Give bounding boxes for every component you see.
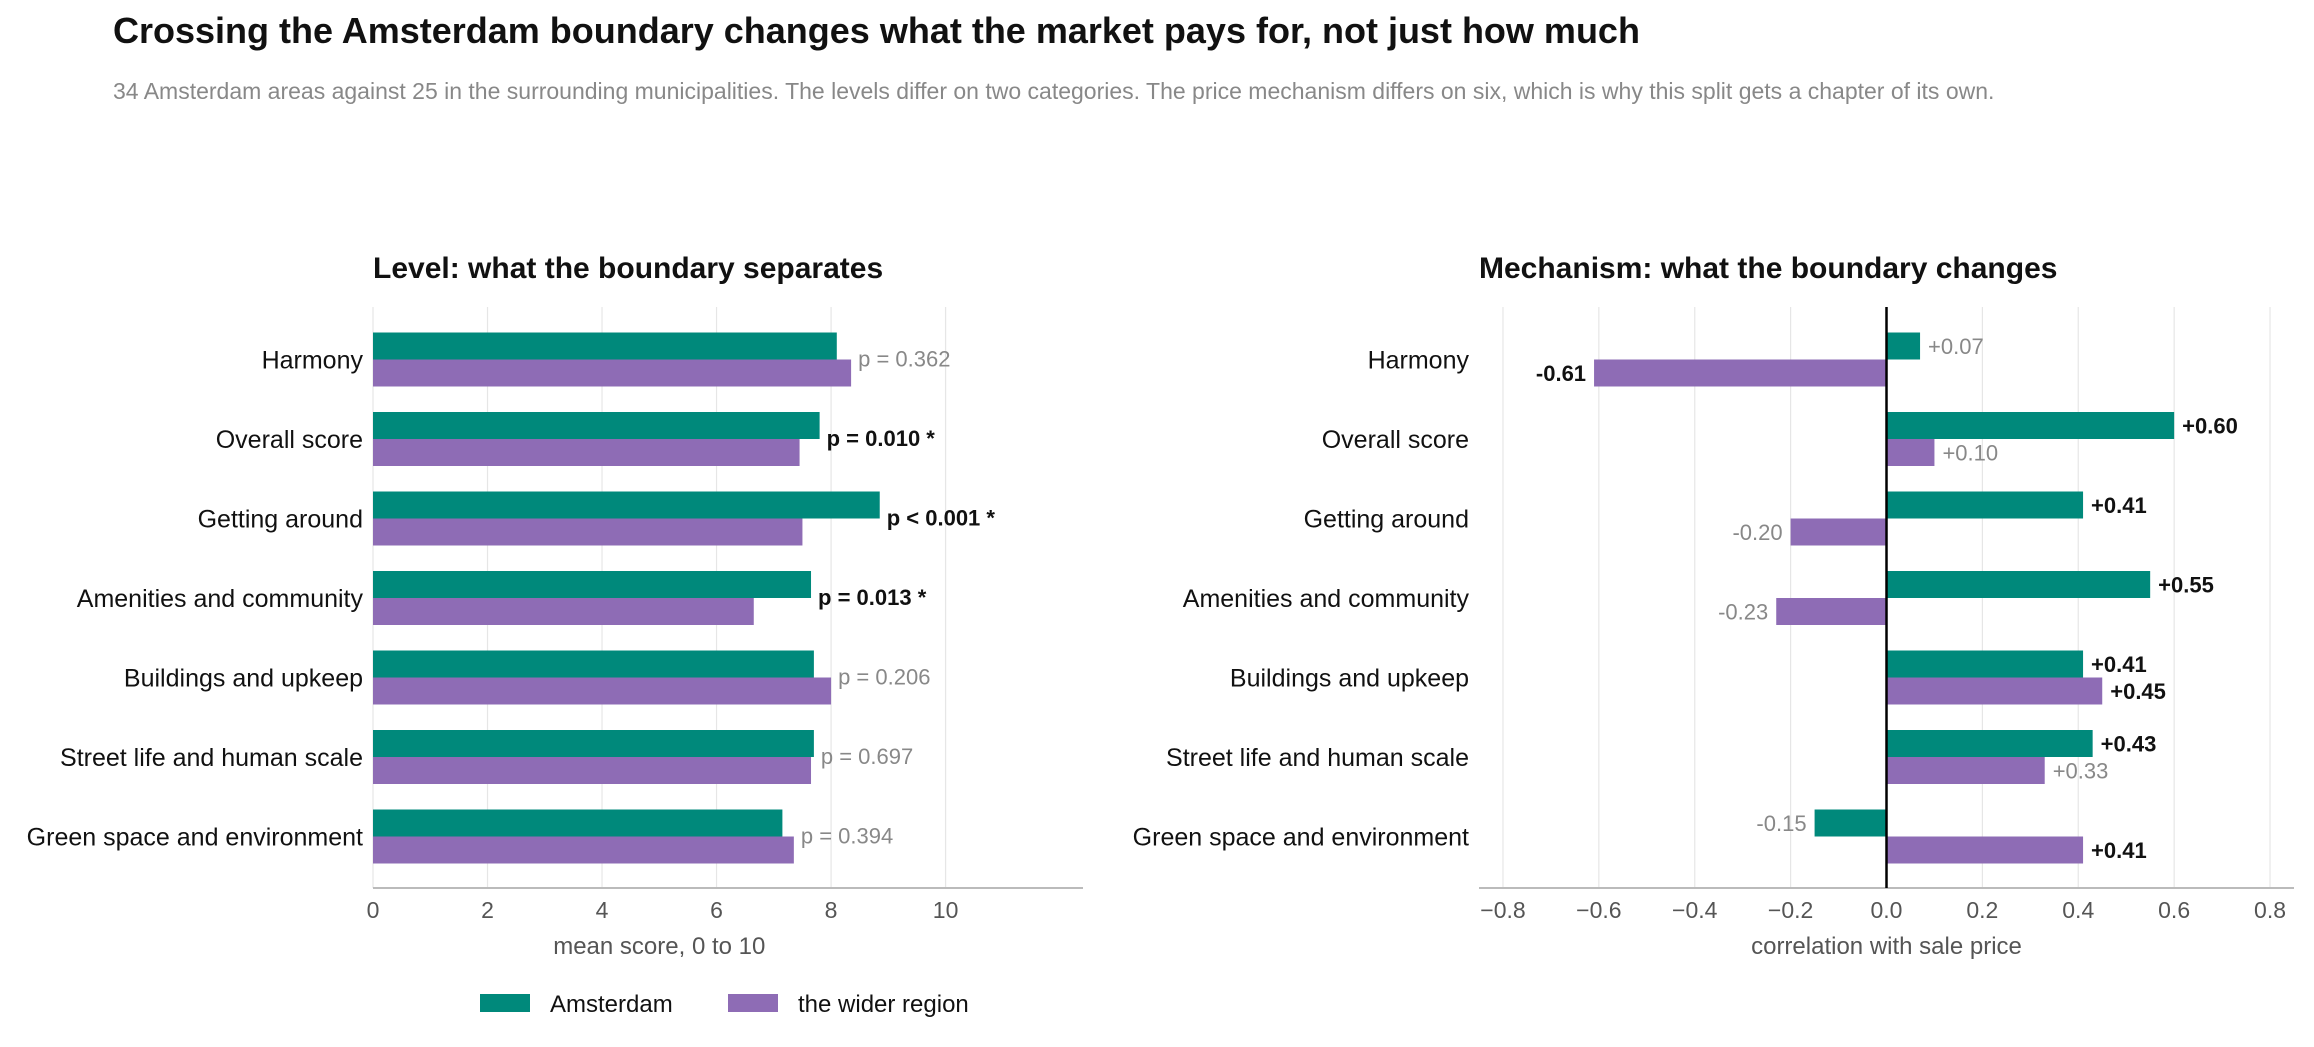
category-label: Getting around (1304, 506, 1469, 534)
bar-amsterdam (1886, 730, 2093, 757)
bar-amsterdam (1886, 491, 2084, 519)
category-label: Green space and environment (27, 824, 363, 852)
x-axis-label: correlation with sale price (1751, 933, 2022, 960)
bar-amsterdam (373, 571, 812, 598)
category-label: Amenities and community (1183, 585, 1470, 613)
bar-amsterdam (1886, 571, 2151, 598)
bar-region (373, 359, 852, 387)
bar-region (1776, 598, 1887, 625)
value-label-amsterdam: +0.43 (2101, 732, 2157, 757)
value-label-region: +0.41 (2091, 838, 2147, 863)
p-value-label: p < 0.001 * (887, 506, 996, 531)
bar-amsterdam (373, 730, 814, 757)
x-axis-label: mean score, 0 to 10 (553, 933, 765, 960)
value-label-amsterdam: +0.41 (2091, 652, 2147, 677)
value-label-region: -0.23 (1718, 600, 1768, 625)
value-label-region: -0.61 (1536, 361, 1586, 386)
bar-amsterdam (373, 809, 783, 837)
x-tick-label: 0.4 (2062, 897, 2094, 923)
legend: Amsterdam the wider region (480, 991, 969, 1018)
value-label-amsterdam: +0.55 (2158, 573, 2214, 598)
value-label-amsterdam: +0.41 (2091, 493, 2147, 518)
bar-region (373, 757, 812, 784)
x-tick-label: 0 (367, 897, 380, 923)
value-label-amsterdam: +0.60 (2182, 414, 2238, 439)
level-panel: Level: what the boundary separates 0 2 4 6 8 1… (27, 252, 1083, 960)
category-label: Street life and human scale (1166, 744, 1469, 772)
bar-region (1886, 439, 1935, 466)
p-value-label: p = 0.010 * (827, 426, 936, 451)
bar-amsterdam (373, 332, 837, 360)
x-tick-label: 0.0 (1871, 897, 1903, 923)
p-value-label: p = 0.206 (838, 665, 930, 690)
panel-title: Level: what the boundary separates (373, 252, 883, 285)
value-label-region: +0.45 (2110, 679, 2166, 704)
category-label: Harmony (262, 347, 364, 375)
bar-region (1594, 359, 1887, 387)
chart-subtitle: 34 Amsterdam areas against 25 in the sur… (113, 78, 1995, 104)
x-tick-label: 6 (710, 897, 723, 923)
p-value-label: p = 0.394 (801, 824, 893, 849)
legend-label-amsterdam: Amsterdam (550, 991, 673, 1018)
category-label: Buildings and upkeep (1230, 665, 1469, 693)
category-label: Overall score (216, 426, 363, 454)
category-label: Amenities and community (77, 585, 364, 613)
bar-region (1790, 518, 1887, 546)
value-label-region: -0.20 (1732, 520, 1782, 545)
bar-region (373, 677, 832, 705)
category-label: Getting around (198, 506, 363, 534)
bar-amsterdam (1886, 332, 1921, 360)
mechanism-panel: Mechanism: what the boundary changes −0.8… (1133, 252, 2294, 960)
category-label: Overall score (1322, 426, 1469, 454)
category-label: Harmony (1368, 347, 1470, 375)
bar-region (1886, 836, 2084, 864)
x-tick-label: 8 (825, 897, 838, 923)
bar-region (373, 518, 803, 546)
p-value-label: p = 0.013 * (818, 585, 927, 610)
bar-region (1886, 757, 2045, 784)
x-tick-label: 4 (596, 897, 609, 923)
x-tick-label: 2 (481, 897, 494, 923)
x-tick-label: −0.2 (1768, 897, 1813, 923)
p-value-label: p = 0.697 (821, 744, 913, 769)
value-label-amsterdam: +0.07 (1928, 334, 1984, 359)
bar-amsterdam (373, 412, 820, 439)
value-label-region: +0.33 (2053, 759, 2109, 784)
bar-region (373, 598, 754, 625)
bar-region (373, 836, 794, 864)
value-label-amsterdam: -0.15 (1756, 811, 1806, 836)
legend-swatch-region (728, 994, 778, 1012)
x-tick-label: −0.4 (1672, 897, 1718, 923)
legend-label-region: the wider region (798, 991, 969, 1018)
category-label: Green space and environment (1133, 824, 1469, 852)
p-value-label: p = 0.362 (858, 347, 950, 372)
chart-title: Crossing the Amsterdam boundary changes … (113, 10, 1640, 51)
x-tick-label: −0.6 (1576, 897, 1621, 923)
category-label: Street life and human scale (60, 744, 363, 772)
x-tick-label: 0.2 (1966, 897, 1998, 923)
x-tick-label: 10 (933, 897, 959, 923)
x-tick-label: 0.6 (2158, 897, 2190, 923)
bar-amsterdam (1886, 650, 2084, 678)
category-label: Buildings and upkeep (124, 665, 363, 693)
x-tick-label: 0.8 (2254, 897, 2286, 923)
bar-amsterdam (373, 491, 880, 519)
bar-amsterdam (1886, 412, 2175, 439)
x-tick-label: −0.8 (1480, 897, 1525, 923)
legend-swatch-amsterdam (480, 994, 530, 1012)
value-label-region: +0.10 (1942, 441, 1998, 466)
bar-region (1886, 677, 2103, 705)
bar-amsterdam (373, 650, 814, 678)
bar-amsterdam (1814, 809, 1887, 837)
bar-region (373, 439, 800, 466)
panel-title: Mechanism: what the boundary changes (1479, 252, 2057, 285)
